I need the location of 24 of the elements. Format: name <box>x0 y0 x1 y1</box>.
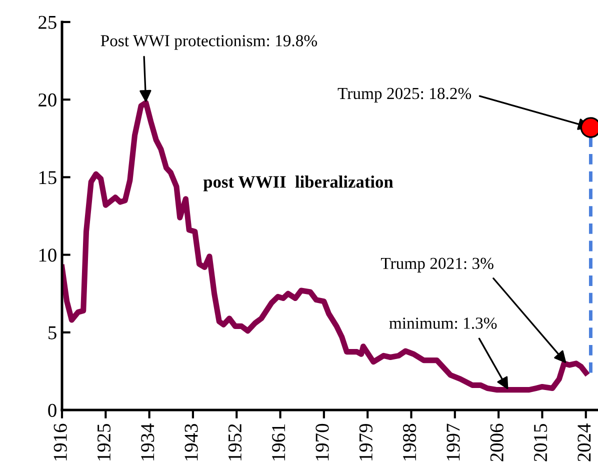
x-tick-label: 2024 <box>578 424 591 462</box>
x-tick-label: 1997 <box>446 424 460 460</box>
x-tick-label: 1970 <box>316 424 329 460</box>
x-tick-label: 1988 <box>402 424 416 460</box>
x-tick-label: 1961 <box>272 424 286 460</box>
annotation: Trump 2021: 3% <box>380 258 494 272</box>
x-tick-label: 1979 <box>359 424 372 460</box>
y-tick-label: 10 <box>39 248 56 262</box>
annotation: Trump 2025: 18.2% <box>338 88 472 102</box>
x-tick-label: 1943 <box>184 424 198 460</box>
annotation: minimum: 1.3% <box>389 318 497 329</box>
y-tick-label: 25 <box>38 16 56 29</box>
y-tick-label: 0 <box>48 404 56 417</box>
x-tick-label: 2006 <box>490 424 504 462</box>
annotation: Post WWI protectionism: 19.8% <box>100 35 318 50</box>
y-tick-label: 5 <box>48 326 56 340</box>
annotation: post WWII liberalization <box>203 176 394 192</box>
y-tick-label: 20 <box>38 93 56 107</box>
x-tick-label: 1925 <box>97 424 111 460</box>
x-tick-label: 2015 <box>534 424 548 462</box>
y-tick-label: 15 <box>39 171 56 184</box>
x-tick-label: 1916 <box>54 424 67 460</box>
x-tick-label: 1952 <box>228 424 242 460</box>
x-tick-label: 1934 <box>141 424 154 460</box>
